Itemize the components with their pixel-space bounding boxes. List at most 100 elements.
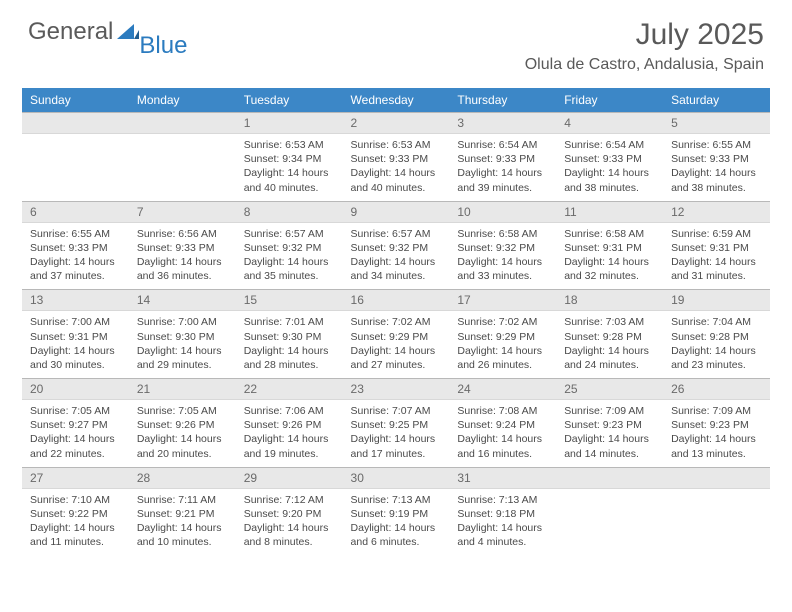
daylight-line: Daylight: 14 hours and 10 minutes. xyxy=(137,521,228,549)
day-details: Sunrise: 7:13 AMSunset: 9:19 PMDaylight:… xyxy=(343,489,450,556)
sunrise-line: Sunrise: 6:53 AM xyxy=(244,138,335,152)
daylight-line: Daylight: 14 hours and 32 minutes. xyxy=(564,255,655,283)
day-number-bar: 8 xyxy=(236,201,343,223)
day-details: Sunrise: 6:58 AMSunset: 9:31 PMDaylight:… xyxy=(556,223,663,290)
daylight-line: Daylight: 14 hours and 30 minutes. xyxy=(30,344,121,372)
daylight-line: Daylight: 14 hours and 17 minutes. xyxy=(351,432,442,460)
calendar-day-cell: 2Sunrise: 6:53 AMSunset: 9:33 PMDaylight… xyxy=(343,112,450,201)
dow-header: Tuesday xyxy=(236,88,343,112)
dow-header: Friday xyxy=(556,88,663,112)
day-details: Sunrise: 7:04 AMSunset: 9:28 PMDaylight:… xyxy=(663,311,770,378)
day-number-bar xyxy=(22,112,129,134)
dow-header: Monday xyxy=(129,88,236,112)
sunrise-line: Sunrise: 7:10 AM xyxy=(30,493,121,507)
dow-header: Thursday xyxy=(449,88,556,112)
dow-header-row: Sunday Monday Tuesday Wednesday Thursday… xyxy=(22,88,770,112)
day-details: Sunrise: 7:00 AMSunset: 9:30 PMDaylight:… xyxy=(129,311,236,378)
daylight-line: Daylight: 14 hours and 40 minutes. xyxy=(351,166,442,194)
calendar-day-cell: 14Sunrise: 7:00 AMSunset: 9:30 PMDayligh… xyxy=(129,289,236,378)
day-details: Sunrise: 6:58 AMSunset: 9:32 PMDaylight:… xyxy=(449,223,556,290)
day-details: Sunrise: 6:56 AMSunset: 9:33 PMDaylight:… xyxy=(129,223,236,290)
calendar-day-cell: 6Sunrise: 6:55 AMSunset: 9:33 PMDaylight… xyxy=(22,201,129,290)
sunrise-line: Sunrise: 6:57 AM xyxy=(351,227,442,241)
day-details: Sunrise: 7:09 AMSunset: 9:23 PMDaylight:… xyxy=(663,400,770,467)
sunrise-line: Sunrise: 6:55 AM xyxy=(671,138,762,152)
sunset-line: Sunset: 9:33 PM xyxy=(30,241,121,255)
day-number-bar: 15 xyxy=(236,289,343,311)
calendar-day-cell: 30Sunrise: 7:13 AMSunset: 9:19 PMDayligh… xyxy=(343,467,450,556)
sunrise-line: Sunrise: 6:57 AM xyxy=(244,227,335,241)
day-details: Sunrise: 6:55 AMSunset: 9:33 PMDaylight:… xyxy=(22,223,129,290)
calendar-day-cell: 1Sunrise: 6:53 AMSunset: 9:34 PMDaylight… xyxy=(236,112,343,201)
calendar-day-cell: 17Sunrise: 7:02 AMSunset: 9:29 PMDayligh… xyxy=(449,289,556,378)
calendar-body: 1Sunrise: 6:53 AMSunset: 9:34 PMDaylight… xyxy=(22,112,770,555)
sunrise-line: Sunrise: 7:13 AM xyxy=(351,493,442,507)
sunset-line: Sunset: 9:31 PM xyxy=(564,241,655,255)
sunset-line: Sunset: 9:28 PM xyxy=(671,330,762,344)
sunrise-line: Sunrise: 6:54 AM xyxy=(457,138,548,152)
day-details: Sunrise: 7:13 AMSunset: 9:18 PMDaylight:… xyxy=(449,489,556,556)
calendar-container: Sunday Monday Tuesday Wednesday Thursday… xyxy=(0,88,792,555)
daylight-line: Daylight: 14 hours and 37 minutes. xyxy=(30,255,121,283)
day-details: Sunrise: 7:09 AMSunset: 9:23 PMDaylight:… xyxy=(556,400,663,467)
daylight-line: Daylight: 14 hours and 19 minutes. xyxy=(244,432,335,460)
daylight-line: Daylight: 14 hours and 20 minutes. xyxy=(137,432,228,460)
daylight-line: Daylight: 14 hours and 35 minutes. xyxy=(244,255,335,283)
sunset-line: Sunset: 9:34 PM xyxy=(244,152,335,166)
logo: General Blue xyxy=(28,18,189,46)
day-number-bar: 13 xyxy=(22,289,129,311)
calendar-day-cell: 19Sunrise: 7:04 AMSunset: 9:28 PMDayligh… xyxy=(663,289,770,378)
daylight-line: Daylight: 14 hours and 14 minutes. xyxy=(564,432,655,460)
calendar-day-cell xyxy=(129,112,236,201)
sunset-line: Sunset: 9:26 PM xyxy=(244,418,335,432)
calendar-week-row: 13Sunrise: 7:00 AMSunset: 9:31 PMDayligh… xyxy=(22,289,770,378)
sunset-line: Sunset: 9:21 PM xyxy=(137,507,228,521)
calendar-day-cell xyxy=(22,112,129,201)
day-number-bar: 10 xyxy=(449,201,556,223)
day-number-bar: 17 xyxy=(449,289,556,311)
calendar-day-cell: 11Sunrise: 6:58 AMSunset: 9:31 PMDayligh… xyxy=(556,201,663,290)
sunrise-line: Sunrise: 7:01 AM xyxy=(244,315,335,329)
day-number-bar: 19 xyxy=(663,289,770,311)
day-details: Sunrise: 7:05 AMSunset: 9:27 PMDaylight:… xyxy=(22,400,129,467)
day-details: Sunrise: 7:02 AMSunset: 9:29 PMDaylight:… xyxy=(343,311,450,378)
daylight-line: Daylight: 14 hours and 22 minutes. xyxy=(30,432,121,460)
location-subtitle: Olula de Castro, Andalusia, Spain xyxy=(525,56,764,74)
calendar-day-cell: 5Sunrise: 6:55 AMSunset: 9:33 PMDaylight… xyxy=(663,112,770,201)
calendar-day-cell: 9Sunrise: 6:57 AMSunset: 9:32 PMDaylight… xyxy=(343,201,450,290)
title-block: July 2025 Olula de Castro, Andalusia, Sp… xyxy=(525,18,764,74)
calendar-week-row: 1Sunrise: 6:53 AMSunset: 9:34 PMDaylight… xyxy=(22,112,770,201)
day-number-bar: 28 xyxy=(129,467,236,489)
sunset-line: Sunset: 9:29 PM xyxy=(351,330,442,344)
day-number-bar: 12 xyxy=(663,201,770,223)
sunrise-line: Sunrise: 7:05 AM xyxy=(30,404,121,418)
day-number-bar: 14 xyxy=(129,289,236,311)
calendar-day-cell: 12Sunrise: 6:59 AMSunset: 9:31 PMDayligh… xyxy=(663,201,770,290)
calendar-day-cell xyxy=(556,467,663,556)
day-number-bar: 4 xyxy=(556,112,663,134)
sunset-line: Sunset: 9:30 PM xyxy=(137,330,228,344)
sunset-line: Sunset: 9:18 PM xyxy=(457,507,548,521)
calendar-day-cell: 31Sunrise: 7:13 AMSunset: 9:18 PMDayligh… xyxy=(449,467,556,556)
day-details: Sunrise: 6:57 AMSunset: 9:32 PMDaylight:… xyxy=(236,223,343,290)
day-number-bar: 11 xyxy=(556,201,663,223)
sunrise-line: Sunrise: 7:06 AM xyxy=(244,404,335,418)
calendar-table: Sunday Monday Tuesday Wednesday Thursday… xyxy=(22,88,770,555)
sunset-line: Sunset: 9:31 PM xyxy=(30,330,121,344)
day-number-bar: 5 xyxy=(663,112,770,134)
day-details: Sunrise: 7:06 AMSunset: 9:26 PMDaylight:… xyxy=(236,400,343,467)
dow-header: Wednesday xyxy=(343,88,450,112)
calendar-day-cell: 15Sunrise: 7:01 AMSunset: 9:30 PMDayligh… xyxy=(236,289,343,378)
sunset-line: Sunset: 9:29 PM xyxy=(457,330,548,344)
daylight-line: Daylight: 14 hours and 16 minutes. xyxy=(457,432,548,460)
daylight-line: Daylight: 14 hours and 23 minutes. xyxy=(671,344,762,372)
day-details: Sunrise: 7:12 AMSunset: 9:20 PMDaylight:… xyxy=(236,489,343,556)
daylight-line: Daylight: 14 hours and 38 minutes. xyxy=(671,166,762,194)
daylight-line: Daylight: 14 hours and 31 minutes. xyxy=(671,255,762,283)
day-details: Sunrise: 6:54 AMSunset: 9:33 PMDaylight:… xyxy=(449,134,556,201)
day-details: Sunrise: 6:54 AMSunset: 9:33 PMDaylight:… xyxy=(556,134,663,201)
daylight-line: Daylight: 14 hours and 13 minutes. xyxy=(671,432,762,460)
calendar-day-cell: 25Sunrise: 7:09 AMSunset: 9:23 PMDayligh… xyxy=(556,378,663,467)
day-number-bar: 3 xyxy=(449,112,556,134)
sunrise-line: Sunrise: 6:53 AM xyxy=(351,138,442,152)
